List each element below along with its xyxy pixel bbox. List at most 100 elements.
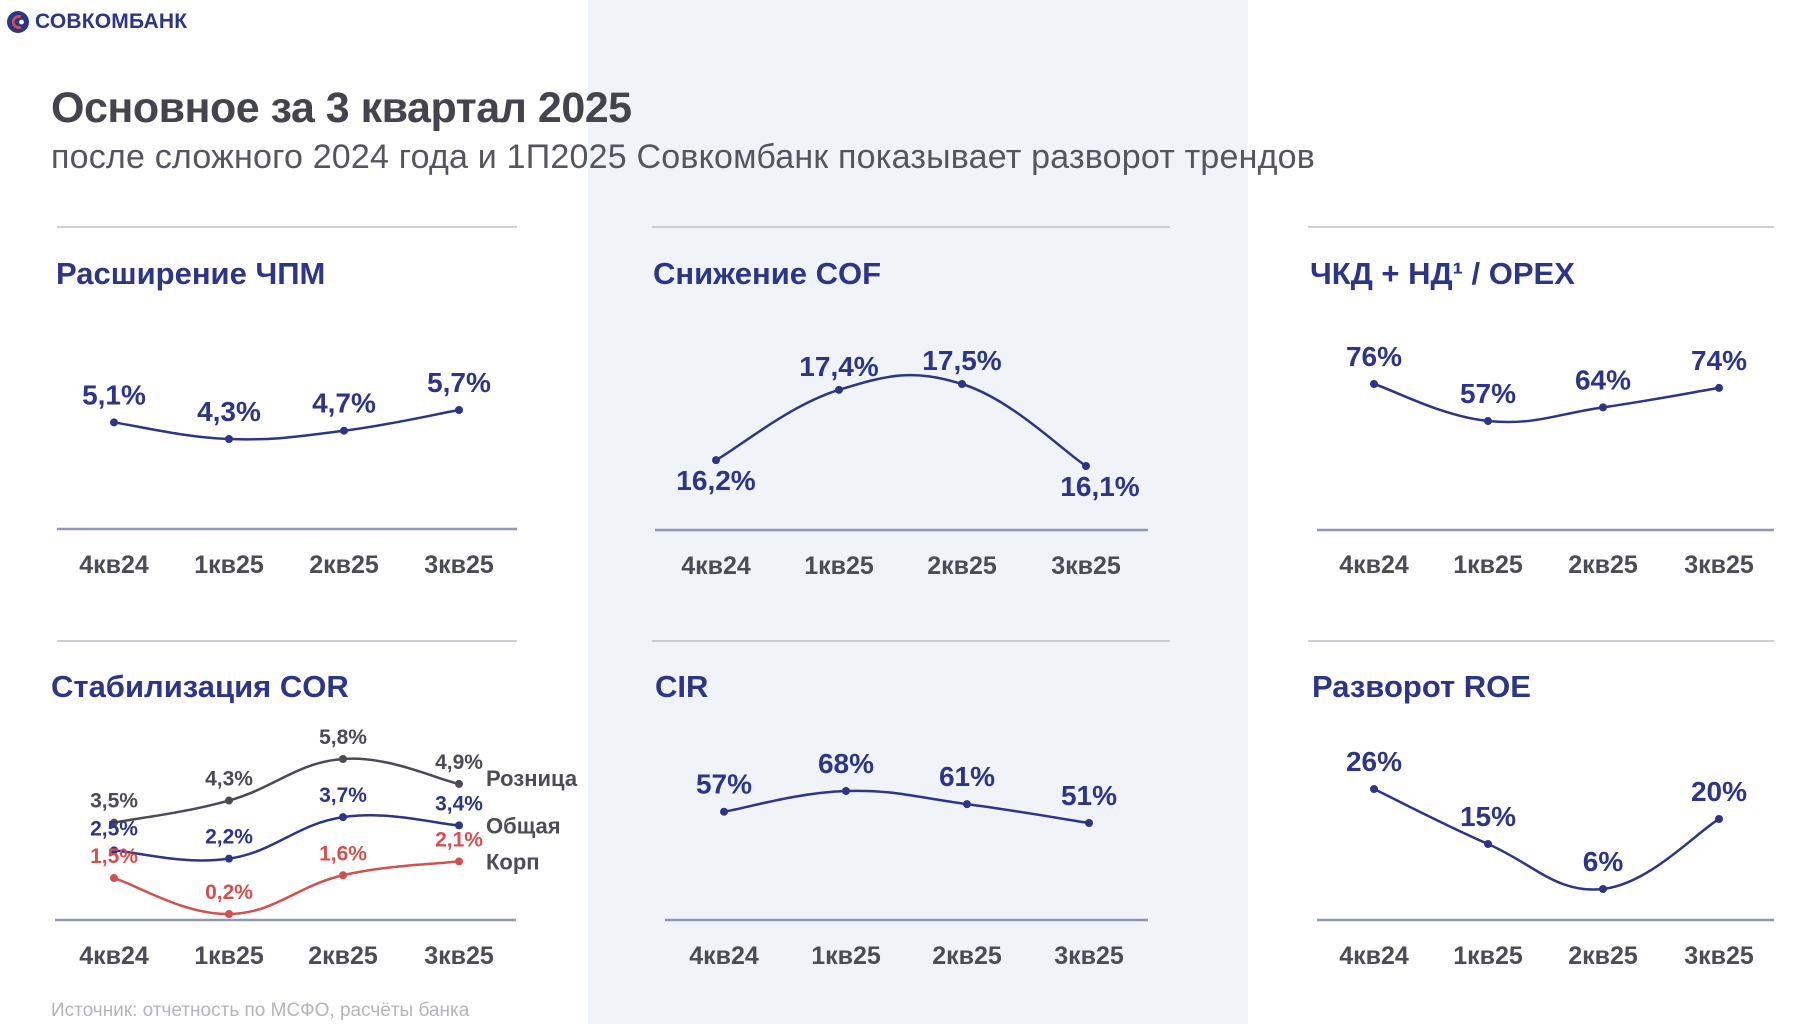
series-opex-0: 76% 57% 64% 74% <box>1346 341 1747 425</box>
chart-opex: ЧКД + НД¹ / OPEX 4кв24 1кв25 2кв25 3кв25 76% 5… <box>1308 226 1774 579</box>
x-tick-label: 2кв25 <box>1568 551 1638 579</box>
x-tick-label: 4кв24 <box>79 942 149 970</box>
data-label: 61% <box>939 761 995 792</box>
chart-title: Расширение ЧПМ <box>56 256 325 291</box>
x-tick-label: 2кв25 <box>1568 942 1638 970</box>
chart-title: CIR <box>655 669 708 704</box>
x-tick-label: 1кв25 <box>1453 942 1523 970</box>
legend-label: Розница <box>486 766 578 791</box>
data-label: 76% <box>1346 341 1402 372</box>
data-point <box>339 871 347 880</box>
data-label: 6% <box>1583 846 1624 877</box>
data-point <box>455 857 463 866</box>
data-point <box>455 779 463 788</box>
data-label: 2,5% <box>90 817 138 840</box>
chart-nim: Расширение ЧПМ 4кв24 1кв25 2кв25 3кв25 5,1% 4,… <box>56 226 517 579</box>
data-point <box>963 800 971 809</box>
chart-title: Стабилизация COR <box>51 669 349 704</box>
data-label: 74% <box>1691 345 1747 376</box>
data-label: 3,4% <box>435 792 483 815</box>
x-tick-label: 3кв25 <box>1054 942 1124 970</box>
data-point <box>1484 417 1492 425</box>
series-line <box>1373 787 1720 891</box>
x-tick-label: 3кв25 <box>424 551 494 579</box>
data-point <box>225 854 233 863</box>
x-tick-label: 1кв25 <box>194 551 264 579</box>
data-label: 4,3% <box>197 396 261 427</box>
data-label: 4,7% <box>312 388 376 419</box>
series-nim-0: 5,1% 4,3% 4,7% 5,7% <box>82 367 491 443</box>
data-label: 17,4% <box>799 351 878 382</box>
x-tick-label: 4кв24 <box>689 942 759 970</box>
data-point <box>110 418 118 427</box>
data-point <box>958 380 966 388</box>
page-title: Основное за 3 квартал 2025 <box>51 84 632 132</box>
series-line <box>723 789 1090 825</box>
data-point <box>1715 815 1723 823</box>
x-tick-label: 4кв24 <box>681 552 751 580</box>
chart-roe: Разворот ROE 4кв24 1кв25 2кв25 3кв25 26% 15% 6%… <box>1308 640 1774 970</box>
chart-cir: CIR 4кв24 1кв25 2кв25 3кв25 57% 68% 61% 51% <box>652 640 1170 970</box>
data-label: 2,2% <box>205 826 253 849</box>
x-tick-label: 1кв25 <box>804 552 874 580</box>
series-line <box>1373 382 1720 424</box>
x-tick-label: 4кв24 <box>1339 942 1409 970</box>
middle-column-background <box>588 0 1248 1024</box>
data-label: 17,5% <box>922 345 1001 376</box>
data-point <box>455 821 463 830</box>
data-point <box>1484 840 1492 848</box>
x-tick-label: 3кв25 <box>1684 551 1754 579</box>
data-point <box>720 807 728 816</box>
chart-title: Разворот ROE <box>1312 669 1531 704</box>
data-label: 15% <box>1460 801 1516 832</box>
x-tick-label: 1кв25 <box>194 942 264 970</box>
data-label: 2,1% <box>435 828 483 851</box>
data-label: 51% <box>1061 780 1117 811</box>
data-label: 26% <box>1346 746 1402 777</box>
source-footnote: Источник: отчетность по МСФО, расчёты ба… <box>51 1000 470 1021</box>
data-label: 16,2% <box>676 465 755 496</box>
series-cor-2: 1,5% 0,2% 1,6% 2,1%Корп <box>90 828 540 918</box>
brand-name: СОВКОМБАНК <box>35 10 188 33</box>
chart-title: Снижение COF <box>653 256 881 291</box>
data-point <box>1085 819 1093 827</box>
data-label: 5,7% <box>427 367 491 398</box>
series-cir-0: 57% 68% 61% 51% <box>696 748 1117 827</box>
series-line <box>113 757 460 824</box>
data-point <box>835 385 843 394</box>
series-cor-1: 2,5% 2,2% 3,7% 3,4%Общая <box>90 784 561 863</box>
data-point <box>225 910 233 918</box>
data-point <box>339 755 347 763</box>
series-roe-0: 26% 15% 6% 20% <box>1346 746 1747 893</box>
x-tick-label: 3кв25 <box>1684 942 1754 970</box>
data-label: 64% <box>1575 364 1631 395</box>
x-tick-label: 2кв25 <box>927 552 997 580</box>
data-point <box>712 456 720 465</box>
data-point <box>340 426 348 435</box>
series-cor-0: 3,5% 4,3% 5,8% 4,9%Розница <box>90 726 578 827</box>
x-tick-label: 4кв24 <box>79 551 149 579</box>
data-label: 16,1% <box>1060 471 1139 502</box>
data-point <box>225 435 233 443</box>
data-label: 3,7% <box>319 784 367 807</box>
x-tick-label: 1кв25 <box>1453 551 1523 579</box>
brand-logo: СОВКОМБАНК <box>6 10 187 34</box>
page-subtitle: после сложного 2024 года и 1П2025 Совком… <box>51 138 1316 176</box>
chart-cof: Снижение COF 4кв24 1кв25 2кв25 3кв25 16,2% 17,… <box>652 226 1170 580</box>
data-point <box>110 846 118 855</box>
data-point <box>1082 462 1090 470</box>
data-point <box>1370 380 1378 388</box>
data-point <box>225 796 233 805</box>
chart-cor: Стабилизация COR 4кв24 1кв25 2кв25 3кв25 3,5%… <box>51 640 578 970</box>
sovcombank-logo-icon <box>7 11 29 33</box>
data-point <box>1599 403 1607 412</box>
series-line <box>113 814 460 862</box>
x-tick-label: 3кв25 <box>1051 552 1121 580</box>
x-tick-label: 4кв24 <box>1339 551 1409 579</box>
data-point <box>110 818 118 827</box>
data-point <box>1370 785 1378 793</box>
data-label: 5,8% <box>319 726 367 749</box>
legend-label: Корп <box>486 849 540 874</box>
data-label: 20% <box>1691 776 1747 807</box>
